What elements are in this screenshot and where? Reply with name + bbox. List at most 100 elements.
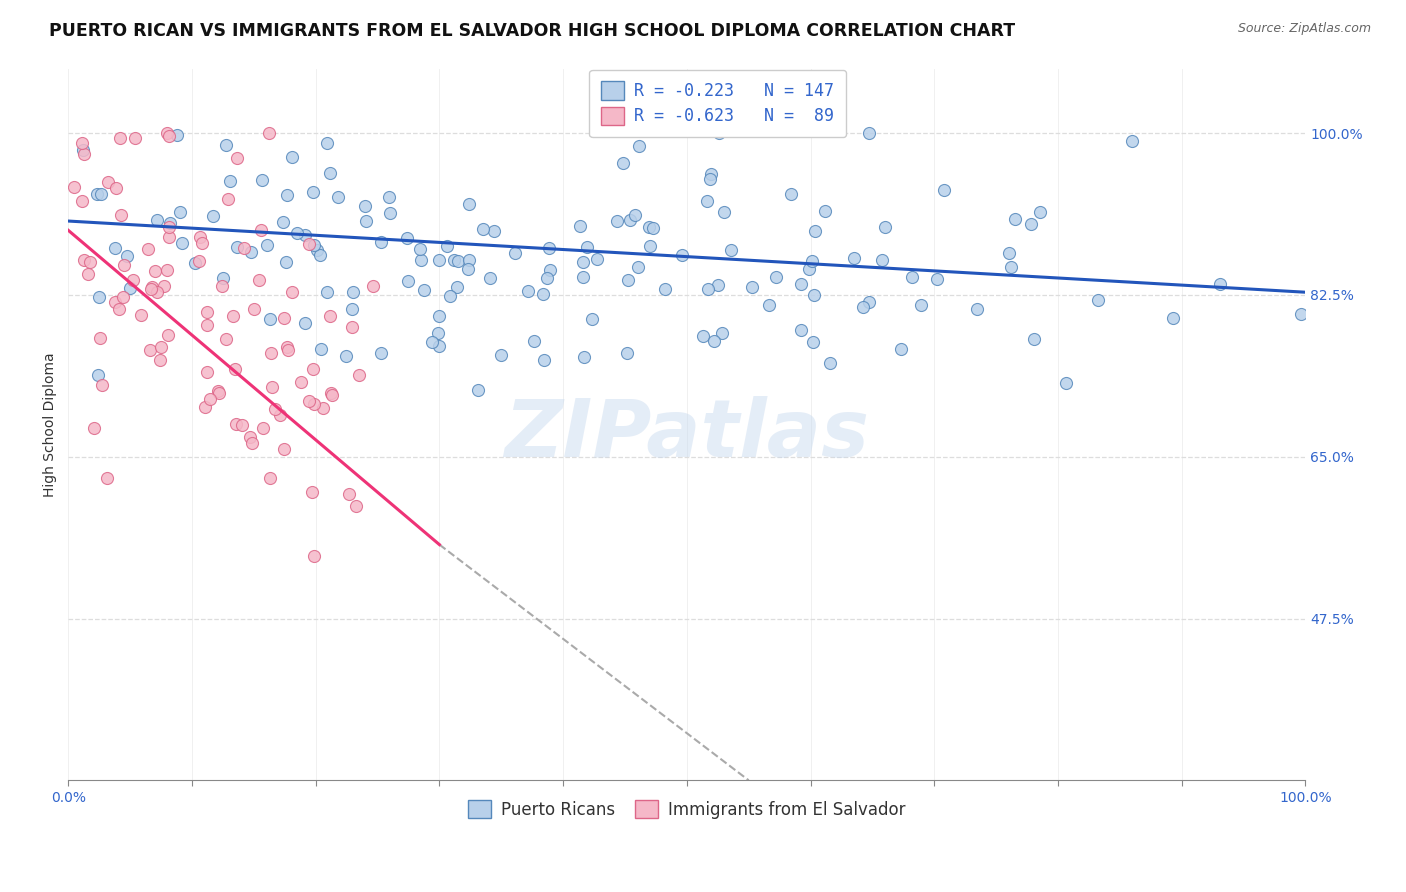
Point [121,273,143,287]
Point [619,212,641,227]
Point [321,388,343,402]
Point [195,365,218,379]
Point [420,335,443,350]
Point [489,348,512,362]
Point [302,549,325,564]
Point [274,255,297,269]
Point [910,298,932,312]
Point [200,392,222,406]
Point [568,219,591,234]
Point [321,386,343,401]
Point [538,263,561,277]
Point [870,252,893,267]
Point [222,310,245,324]
Point [319,310,342,324]
Point [97,175,120,189]
Point [467,383,489,397]
Point [1004,211,1026,226]
Point [800,254,823,268]
Point [318,166,340,180]
Point [616,346,638,360]
Point [233,242,256,256]
Point [758,298,780,312]
Point [790,323,813,337]
Point [574,350,596,364]
Point [304,238,326,252]
Point [427,338,450,352]
Point [612,156,634,170]
Point [925,272,948,286]
Point [370,235,392,249]
Point [159,216,181,230]
Point [340,301,363,316]
Point [531,287,554,301]
Point [626,260,648,274]
Point [697,282,720,296]
Point [184,255,207,269]
Point [997,246,1019,260]
Point [765,269,787,284]
Point [104,295,127,310]
Point [478,271,501,285]
Point [63,180,86,194]
Point [654,282,676,296]
Point [671,248,693,262]
Point [818,356,841,370]
Point [813,203,835,218]
Text: ZIPatlas: ZIPatlas [505,396,869,474]
Point [143,264,166,278]
Point [1289,307,1312,321]
Point [169,205,191,219]
Point [141,279,163,293]
Point [149,353,172,368]
Point [380,206,402,220]
Point [342,285,364,300]
Point [252,420,274,434]
Point [790,277,813,291]
Point [709,126,731,140]
Point [720,244,742,258]
Point [115,249,138,263]
Point [572,255,595,269]
Point [627,138,650,153]
Point [443,252,465,267]
Point [536,270,558,285]
Point [875,219,897,234]
Point [139,282,162,296]
Point [890,342,912,356]
Point [623,208,645,222]
Point [370,346,392,360]
Point [280,150,302,164]
Point [218,174,240,188]
Point [858,295,880,310]
Point [149,340,172,354]
Point [640,238,662,252]
Point [533,353,555,368]
Point [259,126,281,140]
Point [301,484,323,499]
Point [426,326,449,341]
Point [852,300,875,314]
Point [108,301,131,316]
Point [90,186,112,201]
Point [152,278,174,293]
Point [263,401,285,416]
Point [638,220,661,235]
Point [129,309,152,323]
Point [217,192,239,206]
Point [842,252,865,266]
Point [471,222,494,236]
Point [207,384,229,399]
Point [1019,218,1042,232]
Point [118,281,141,295]
Point [457,261,479,276]
Point [304,397,326,411]
Point [262,379,284,393]
Point [250,173,273,187]
Point [801,334,824,349]
Point [302,362,325,376]
Point [409,252,432,267]
Point [277,343,299,357]
Point [195,318,218,333]
Point [1029,204,1052,219]
